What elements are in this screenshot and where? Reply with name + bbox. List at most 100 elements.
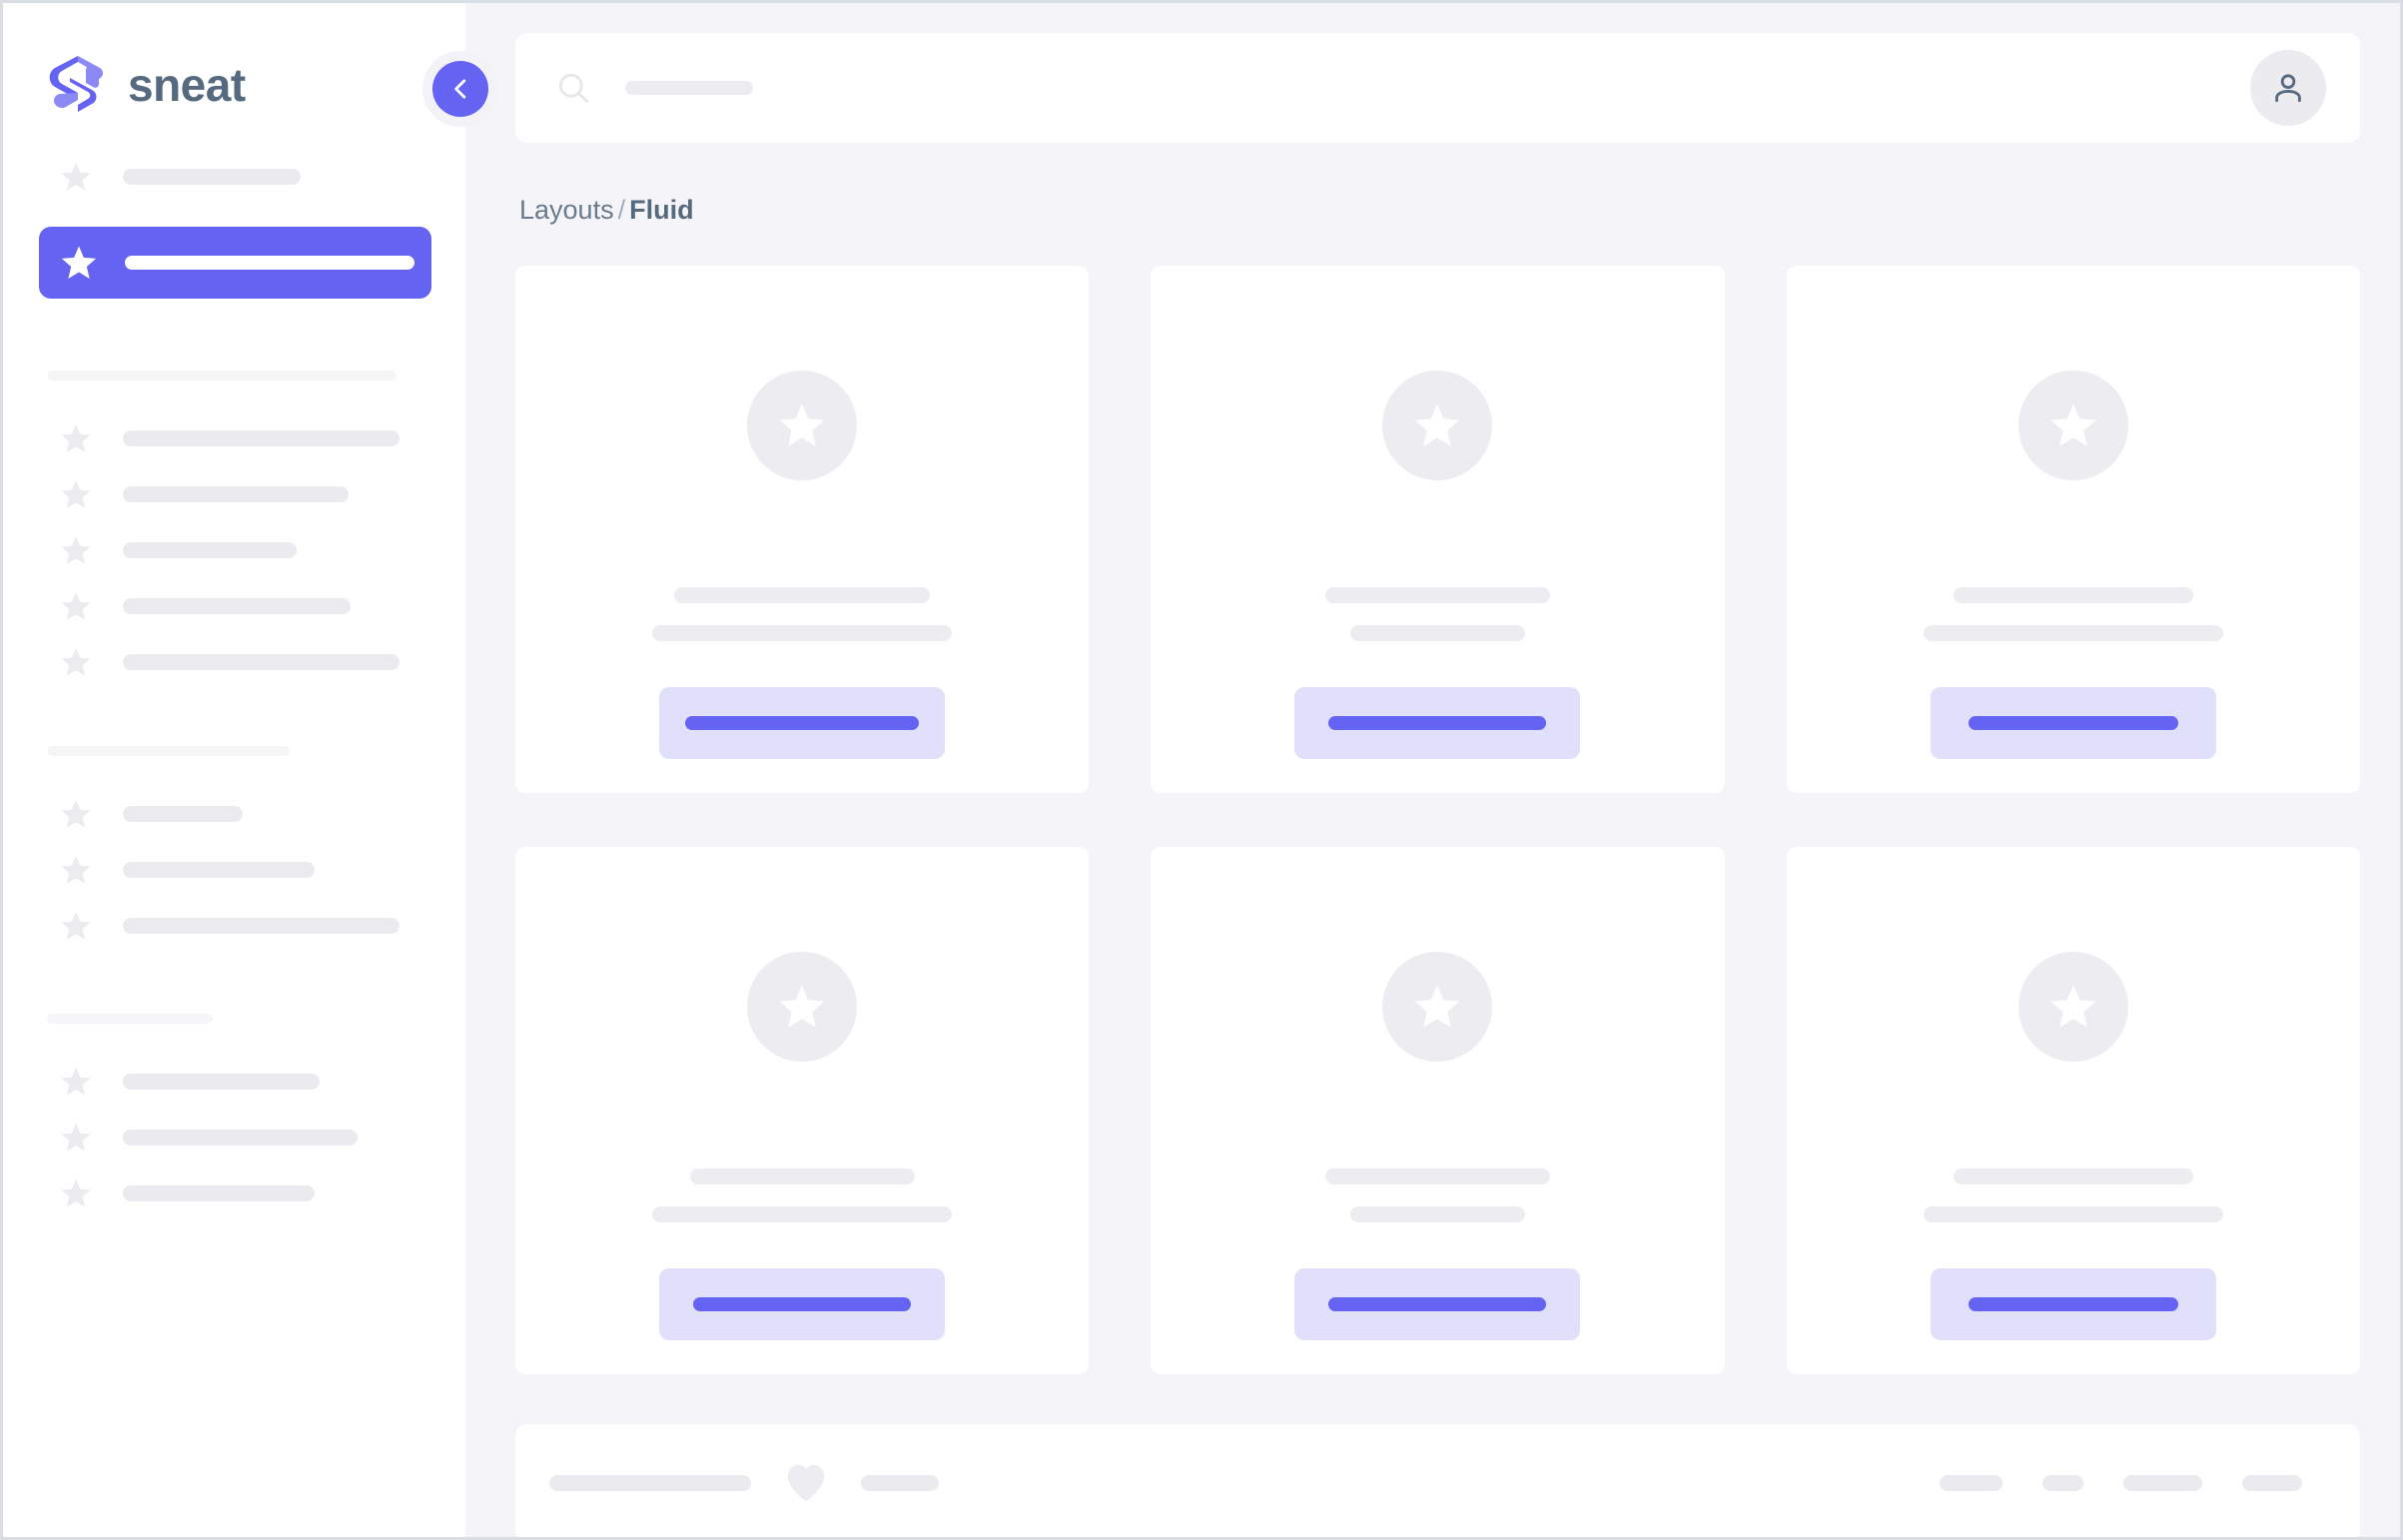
content-card — [515, 266, 1090, 793]
star-icon — [1415, 985, 1460, 1028]
sidebar-item-label-bar — [123, 486, 349, 502]
breadcrumb-parent[interactable]: Layouts — [519, 195, 614, 225]
sidebar-item-label-bar — [123, 430, 400, 446]
sidebar-item-2-0[interactable] — [3, 786, 465, 842]
sidebar-item-0-0[interactable] — [3, 149, 465, 205]
card-subtitle-bar — [1923, 1206, 2223, 1222]
sidebar-item-label-bar — [123, 806, 243, 822]
footer-text-bar-before — [549, 1475, 751, 1491]
sidebar-item-label-bar — [123, 1130, 358, 1146]
search-icon — [558, 73, 588, 103]
card-subtitle-bar — [1923, 625, 2223, 641]
card-avatar — [747, 371, 858, 480]
sidebar-divider — [47, 1014, 213, 1024]
star-icon — [1415, 403, 1460, 446]
star-icon — [61, 1178, 91, 1207]
star-icon — [2050, 403, 2096, 446]
card-button-label-bar — [1968, 1297, 2178, 1311]
sidebar-item-3-0[interactable] — [3, 1054, 465, 1110]
card-action-button[interactable] — [1930, 687, 2216, 759]
card-subtitle-bar — [652, 625, 953, 641]
content-card — [1151, 847, 1725, 1374]
card-grid — [515, 266, 2360, 1374]
footer-link-bar[interactable] — [2042, 1475, 2083, 1491]
card-title-bar — [674, 587, 931, 603]
breadcrumb-separator: / — [617, 195, 626, 225]
star-icon — [779, 985, 825, 1028]
sidebar-nav — [3, 149, 465, 1221]
star-icon — [61, 1123, 91, 1152]
sidebar-item-3-2[interactable] — [3, 1165, 465, 1221]
card-action-button[interactable] — [659, 687, 946, 759]
footer-text-bar-after — [861, 1475, 939, 1491]
sidebar-item-label-bar — [123, 598, 351, 614]
brand[interactable]: sneat — [3, 3, 465, 123]
sidebar-item-label-bar — [123, 542, 297, 558]
card-button-label-bar — [693, 1297, 912, 1311]
sidebar-item-1-2[interactable] — [3, 522, 465, 578]
sidebar-item-1-4[interactable] — [3, 634, 465, 690]
card-button-label-bar — [1328, 1297, 1547, 1311]
card-action-button[interactable] — [1294, 687, 1581, 759]
card-avatar — [1382, 371, 1493, 480]
sidebar-item-2-1[interactable] — [3, 842, 465, 898]
card-title-bar — [1953, 587, 2193, 603]
user-icon — [2275, 74, 2301, 103]
card-button-label-bar — [1328, 716, 1547, 730]
footer-link-bar[interactable] — [1940, 1475, 2002, 1491]
sneat-s-logo-icon — [49, 56, 103, 112]
footer-left — [549, 1463, 939, 1503]
card-title-bar — [689, 1168, 915, 1184]
sidebar-item-1-0[interactable] — [3, 410, 465, 466]
star-icon — [61, 647, 91, 676]
footer-link-bar[interactable] — [2242, 1475, 2302, 1491]
footer-links — [1940, 1475, 2302, 1491]
breadcrumb-current: Fluid — [629, 195, 694, 225]
star-icon — [61, 246, 97, 279]
sidebar-item-label-bar — [123, 654, 400, 670]
content-card — [1786, 266, 2360, 793]
top-navbar — [515, 33, 2360, 143]
brand-name: sneat — [128, 59, 246, 111]
star-icon — [61, 1067, 91, 1096]
star-icon — [61, 591, 91, 620]
card-avatar — [747, 952, 858, 1062]
card-subtitle-bar — [652, 1206, 953, 1222]
card-action-button[interactable] — [1294, 1268, 1581, 1340]
footer — [515, 1424, 2360, 1537]
sidebar-item-label-bar — [123, 1185, 315, 1201]
collapse-halo — [422, 51, 498, 127]
card-button-label-bar — [685, 716, 920, 730]
card-avatar — [2017, 952, 2128, 1062]
sidebar-divider — [47, 746, 290, 756]
search-placeholder-bar — [625, 81, 753, 95]
card-title-bar — [1324, 587, 1550, 603]
content-card — [1151, 266, 1725, 793]
content-card — [1786, 847, 2360, 1374]
sidebar-item-3-1[interactable] — [3, 1110, 465, 1165]
search-input[interactable] — [555, 70, 2250, 106]
star-icon — [61, 162, 91, 191]
content-card — [515, 847, 1090, 1374]
sidebar-item-1-3[interactable] — [3, 578, 465, 634]
sidebar-item-0-1[interactable] — [39, 227, 431, 299]
star-icon — [61, 423, 91, 452]
star-icon — [779, 403, 825, 446]
sidebar-item-2-2[interactable] — [3, 898, 465, 954]
avatar[interactable] — [2250, 50, 2326, 126]
sidebar-item-label-bar — [123, 918, 400, 934]
sidebar-divider — [47, 371, 397, 381]
card-button-label-bar — [1968, 716, 2178, 730]
card-subtitle-bar — [1349, 625, 1525, 641]
sidebar-item-1-1[interactable] — [3, 466, 465, 522]
star-icon — [2050, 985, 2096, 1028]
sidebar-item-label-bar — [123, 169, 301, 185]
sidebar-item-label-bar — [123, 862, 315, 878]
sidebar-collapse-button[interactable] — [432, 61, 488, 117]
card-action-button[interactable] — [1930, 1268, 2216, 1340]
sidebar: sneat — [3, 3, 498, 1537]
footer-link-bar[interactable] — [2123, 1475, 2202, 1491]
card-action-button[interactable] — [659, 1268, 946, 1340]
card-subtitle-bar — [1349, 1206, 1525, 1222]
